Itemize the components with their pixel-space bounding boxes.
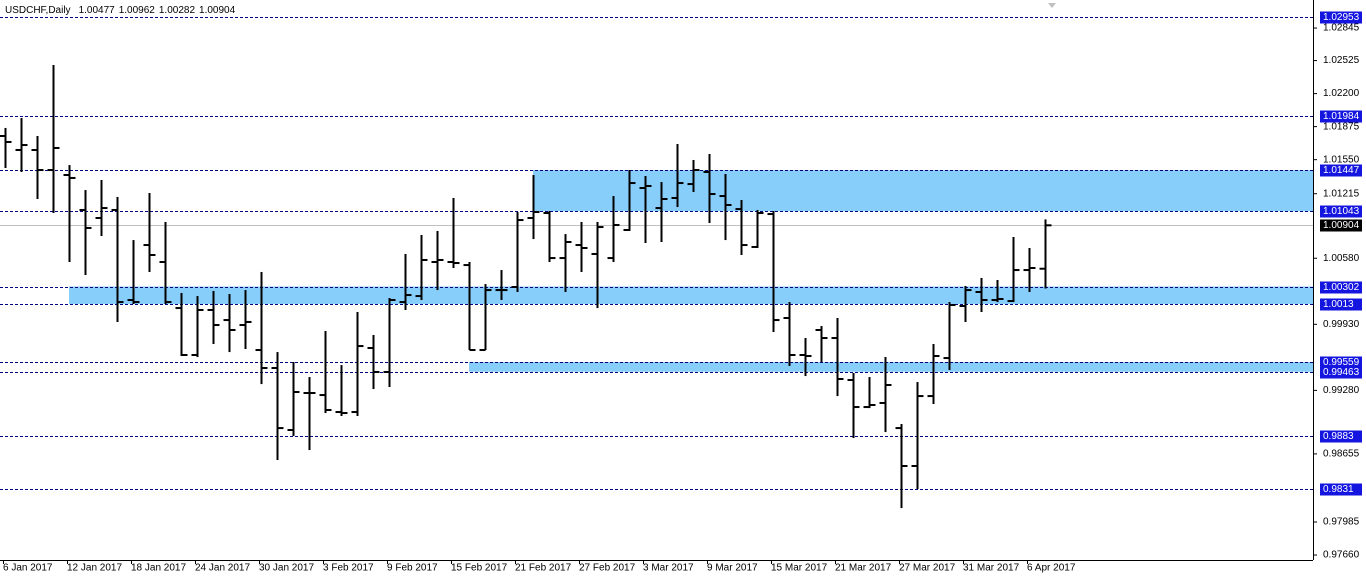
zone (469, 362, 1313, 372)
level-label-bg (1320, 110, 1362, 123)
y-tick-label: 0.98655 (1323, 449, 1360, 460)
x-tick-label: 24 Jan 2017 (195, 563, 250, 574)
level-label: 0.99559 (1323, 357, 1360, 368)
x-tick-label: 15 Feb 2017 (451, 563, 508, 574)
x-tick-label: 27 Mar 2017 (899, 563, 956, 574)
y-tick-label: 0.97660 (1323, 550, 1360, 561)
x-tick-label: 30 Jan 2017 (259, 563, 314, 574)
y-tick-label: 1.01215 (1323, 188, 1360, 199)
header-low: 1.00282 (159, 5, 196, 16)
level-label: 0.9883 (1323, 431, 1354, 442)
y-tick-label: 0.99930 (1323, 319, 1360, 330)
x-tick-label: 21 Feb 2017 (515, 563, 572, 574)
x-tick-label: 3 Mar 2017 (643, 563, 694, 574)
level-label: 1.01043 (1323, 206, 1360, 217)
x-tick-label: 9 Mar 2017 (707, 563, 758, 574)
shift-marker (1048, 3, 1056, 8)
header-high: 1.00962 (119, 5, 156, 16)
x-tick-label: 15 Mar 2017 (771, 563, 828, 574)
y-tick-label: 1.02525 (1323, 55, 1360, 66)
level-label: 0.99463 (1323, 367, 1360, 378)
level-label-bg (1320, 11, 1362, 24)
x-tick-label: 3 Feb 2017 (323, 563, 374, 574)
level-label-bg (1320, 205, 1362, 218)
x-tick-label: 12 Jan 2017 (67, 563, 122, 574)
current-price-label: 1.00904 (1323, 220, 1360, 231)
current-price-bg (1320, 219, 1362, 232)
level-label-bg (1320, 366, 1362, 379)
chart-header: USDCHF,Daily 1.00477 1.00962 1.00282 1.00904 (5, 5, 236, 16)
chart-title: USDCHF,Daily (5, 5, 71, 16)
y-tick-label: 1.02845 (1323, 23, 1360, 34)
level-label: 1.02953 (1323, 12, 1360, 23)
header-open: 1.00477 (79, 5, 116, 16)
x-tick-label: 27 Feb 2017 (579, 563, 636, 574)
zone (533, 170, 1313, 212)
header-close: 1.00904 (199, 5, 236, 16)
level-label-bg (1320, 164, 1362, 177)
level-label: 1.01984 (1323, 111, 1360, 122)
level-label-bg (1320, 430, 1362, 443)
y-tick-label: 0.99280 (1323, 385, 1360, 396)
y-tick-label: 1.01550 (1323, 154, 1360, 165)
x-tick-label: 6 Jan 2017 (3, 563, 53, 574)
x-tick-label: 9 Feb 2017 (387, 563, 438, 574)
y-tick-label: 1.00580 (1323, 253, 1360, 264)
y-tick-label: 1.01875 (1323, 121, 1360, 132)
level-label-bg (1320, 356, 1362, 369)
x-tick-label: 31 Mar 2017 (963, 563, 1020, 574)
x-tick-label: 21 Mar 2017 (835, 563, 892, 574)
level-label-bg (1320, 298, 1362, 311)
level-label-bg (1320, 483, 1362, 496)
zone (69, 286, 1313, 304)
y-tick-label: 0.97985 (1323, 517, 1360, 528)
x-tick-label: 18 Jan 2017 (131, 563, 186, 574)
level-label-bg (1320, 281, 1362, 294)
level-label: 1.0013 (1323, 299, 1354, 310)
x-tick-label: 6 Apr 2017 (1027, 563, 1076, 574)
y-tick-label: 1.02200 (1323, 88, 1360, 99)
level-label: 0.9831 (1323, 484, 1354, 495)
level-label: 1.00302 (1323, 282, 1360, 293)
level-label: 1.01447 (1323, 165, 1360, 176)
